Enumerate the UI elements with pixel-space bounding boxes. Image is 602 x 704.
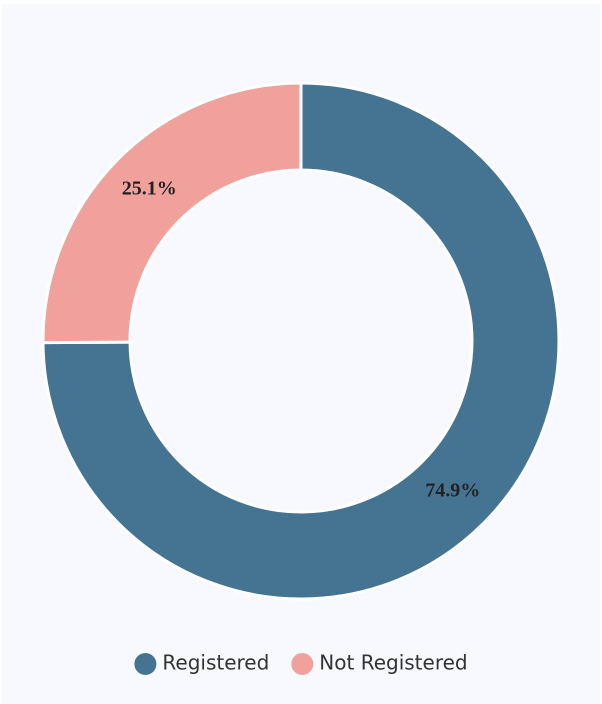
legend-label: Not Registered (319, 651, 467, 675)
donut-slice (41, 81, 561, 601)
value-label: 74.9% (425, 479, 480, 501)
value-label: 25.1% (122, 178, 177, 200)
donut-slice (41, 81, 303, 345)
legend-label: Registered (162, 651, 269, 675)
legend-marker (134, 653, 157, 675)
legend-marker (291, 653, 314, 675)
